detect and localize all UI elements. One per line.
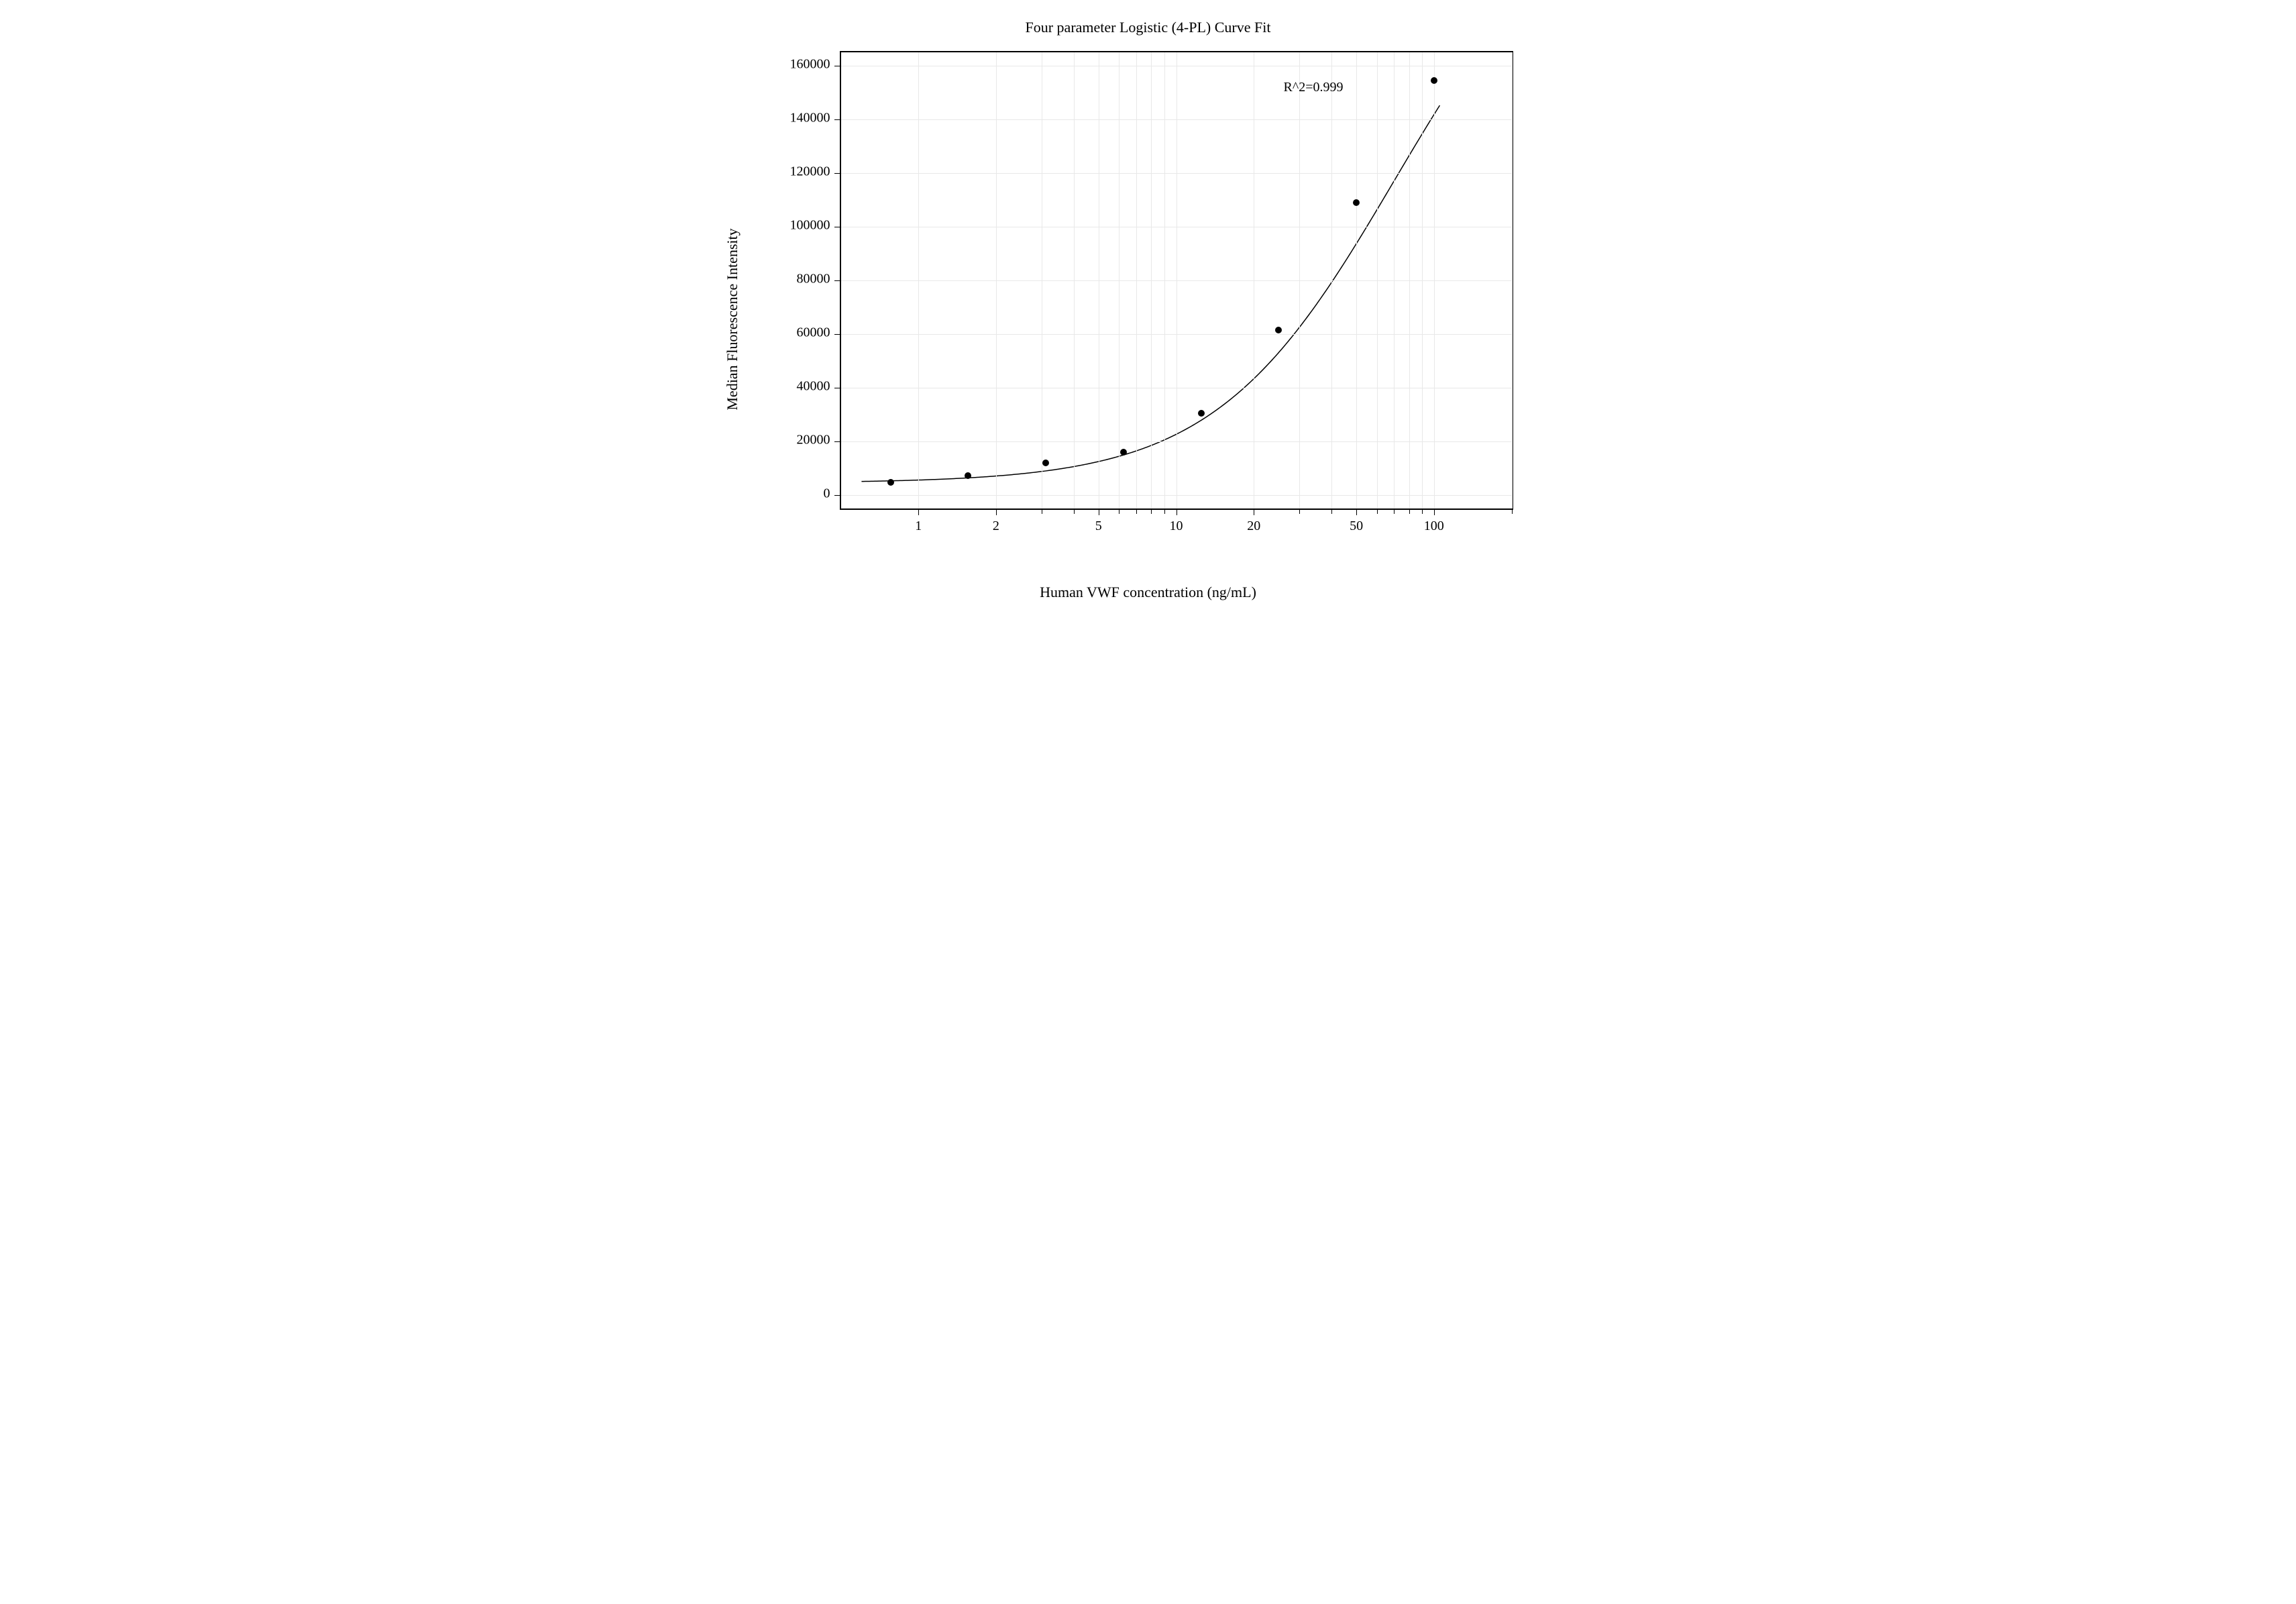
data-point [1275, 327, 1282, 333]
x-tick-label: 10 [1170, 519, 1183, 534]
chart-title: Four parameter Logistic (4-PL) Curve Fit [726, 13, 1571, 44]
y-tick [834, 280, 841, 281]
x-tick [1409, 509, 1410, 514]
x-tick-label: 50 [1350, 519, 1363, 534]
y-tick [834, 495, 841, 496]
r-squared-annotation: R^2=0.999 [1284, 80, 1344, 95]
y-tick-label: 0 [769, 486, 830, 502]
x-tick [1394, 509, 1395, 514]
fit-curve-path [861, 105, 1439, 482]
grid-line-vertical [1394, 52, 1395, 509]
y-tick-label: 140000 [769, 111, 830, 126]
data-point [887, 479, 894, 486]
grid-line-vertical [996, 52, 997, 509]
x-tick [1512, 509, 1513, 514]
grid-line-vertical [1434, 52, 1435, 509]
x-tick-label: 100 [1424, 519, 1444, 534]
chart-container: Four parameter Logistic (4-PL) Curve Fit… [726, 13, 1571, 604]
grid-line-vertical [1377, 52, 1378, 509]
grid-line-vertical [918, 52, 919, 509]
x-tick [1422, 509, 1423, 514]
x-tick [1299, 509, 1300, 514]
grid-line-vertical [1151, 52, 1152, 509]
grid-line-vertical [1356, 52, 1357, 509]
x-tick [1377, 509, 1378, 514]
grid-line-vertical [1164, 52, 1165, 509]
grid-line-vertical [1074, 52, 1075, 509]
grid-line-vertical [1512, 52, 1513, 509]
x-tick [1151, 509, 1152, 514]
x-tick [1164, 509, 1165, 514]
y-tick-label: 80000 [769, 272, 830, 287]
grid-line-vertical [1422, 52, 1423, 509]
y-tick [834, 441, 841, 442]
y-tick [834, 119, 841, 120]
data-point [1042, 460, 1049, 466]
x-tick [918, 509, 919, 515]
grid-line-vertical [1299, 52, 1300, 509]
data-point [1431, 77, 1437, 84]
x-tick-label: 1 [915, 519, 922, 534]
x-tick [1074, 509, 1075, 514]
plot-area: 125102050100R^2=0.999 [840, 51, 1513, 510]
x-tick [1136, 509, 1137, 514]
y-tick-label: 40000 [769, 379, 830, 394]
x-tick [996, 509, 997, 515]
data-point [1120, 449, 1127, 456]
x-axis-label: Human VWF concentration (ng/mL) [1040, 584, 1256, 601]
y-tick-label: 20000 [769, 433, 830, 448]
y-tick-label: 160000 [769, 57, 830, 72]
x-tick [1356, 509, 1357, 515]
y-tick [834, 334, 841, 335]
x-tick-label: 20 [1247, 519, 1260, 534]
y-tick-label: 60000 [769, 325, 830, 341]
x-tick-label: 2 [993, 519, 999, 534]
y-axis-label: Median Fluorescence Intensity [724, 228, 741, 410]
y-tick-label: 120000 [769, 164, 830, 180]
grid-line-vertical [1331, 52, 1332, 509]
data-point [1353, 199, 1360, 206]
data-point [1198, 410, 1205, 417]
x-tick-label: 5 [1095, 519, 1102, 534]
plot-wrapper: Median Fluorescence Intensity 1251020501… [726, 44, 1571, 594]
data-point [965, 472, 971, 479]
y-tick [834, 173, 841, 174]
y-tick-label: 100000 [769, 218, 830, 233]
x-tick [1331, 509, 1332, 514]
x-tick [1434, 509, 1435, 515]
grid-line-vertical [1136, 52, 1137, 509]
grid-line-vertical [1409, 52, 1410, 509]
